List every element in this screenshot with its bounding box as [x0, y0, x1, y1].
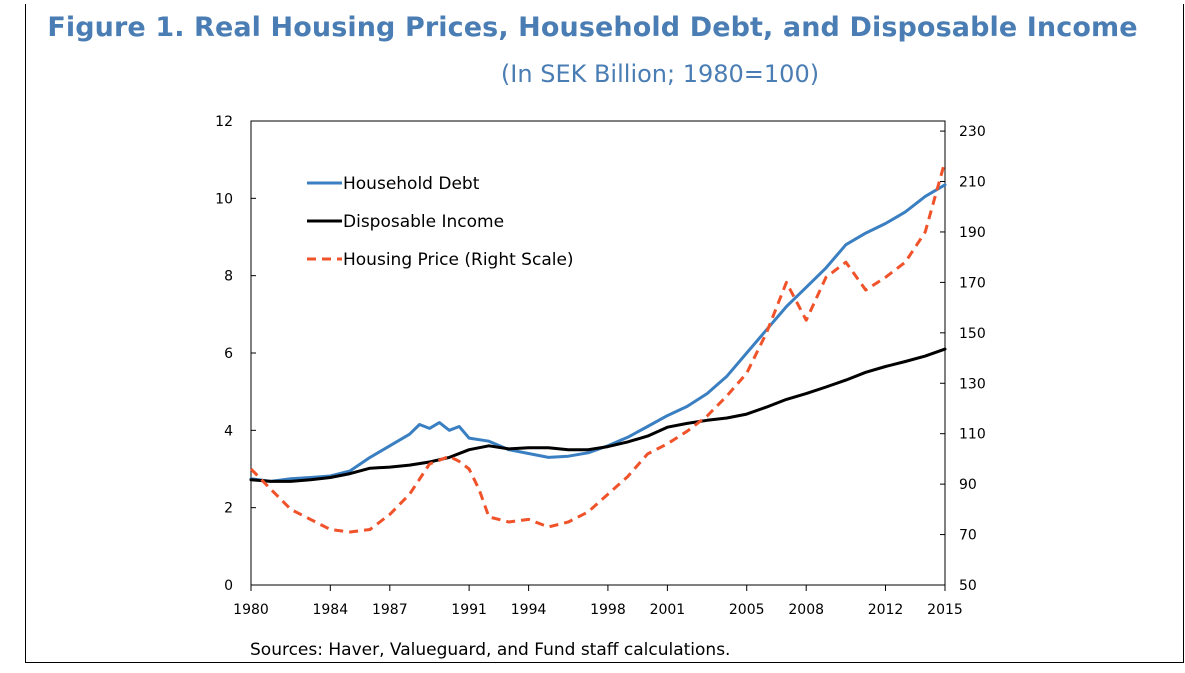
figure-title: Figure 1. Real Housing Prices, Household… [47, 12, 1138, 43]
left-axis-tick-label: 6 [224, 346, 233, 362]
x-axis-tick-label: 1994 [511, 602, 547, 618]
series-line-disposable-income [249, 347, 947, 483]
x-axis-tick-label: 2012 [868, 602, 904, 618]
right-y-axis: 50 70 90 110 130 150 170 190 210 230 [940, 124, 986, 594]
right-axis-tick-label: 110 [959, 427, 986, 443]
right-axis-tick-label: 130 [959, 376, 986, 392]
x-axis: 1980 1984 1987 1991 1994 1998 2001 2005 2008 2012… [233, 585, 963, 618]
x-axis-tick-label: 2008 [788, 602, 824, 618]
right-axis-tick-label: 170 [959, 275, 986, 291]
right-axis-tick-label: 50 [959, 578, 977, 594]
figure-frame [25, 4, 1184, 663]
left-axis-tick-label: 10 [215, 191, 233, 207]
source-note: Sources: Haver, Valueguard, and Fund sta… [250, 640, 731, 660]
series-line-household-debt [249, 183, 947, 483]
x-axis-tick-label: 1984 [312, 602, 348, 618]
left-axis-tick-label: 0 [224, 578, 233, 594]
series-line-housing-price-right-scale [249, 160, 947, 534]
right-axis-tick-label: 150 [959, 326, 986, 342]
left-axis-tick-label: 8 [224, 269, 233, 285]
legend-label: Housing Price (Right Scale) [343, 250, 574, 270]
left-y-axis: 0 2 4 6 8 10 12 [215, 114, 256, 594]
right-axis-tick-label: 230 [959, 124, 986, 140]
figure-subtitle: (In SEK Billion; 1980=100) [500, 60, 820, 88]
left-axis-tick-label: 4 [224, 423, 233, 439]
x-axis-tick-label: 1987 [372, 602, 408, 618]
legend: Household Debt Disposable Income Housing P… [307, 174, 574, 270]
legend-label: Household Debt [343, 174, 480, 194]
x-axis-tick-label: 2001 [650, 602, 686, 618]
left-axis-tick-label: 12 [215, 114, 233, 130]
right-axis-tick-label: 70 [959, 528, 977, 544]
x-axis-tick-label: 2005 [729, 602, 765, 618]
right-axis-tick-label: 190 [959, 225, 986, 241]
x-axis-tick-label: 1980 [233, 602, 269, 618]
legend-label: Disposable Income [343, 212, 504, 232]
left-axis-tick-label: 2 [224, 501, 233, 517]
right-axis-tick-label: 210 [959, 175, 986, 191]
right-axis-tick-label: 90 [959, 477, 977, 493]
x-axis-tick-label: 1998 [590, 602, 626, 618]
x-axis-tick-label: 1991 [451, 602, 487, 618]
series-layer [249, 160, 947, 534]
x-axis-tick-label: 2015 [927, 602, 963, 618]
